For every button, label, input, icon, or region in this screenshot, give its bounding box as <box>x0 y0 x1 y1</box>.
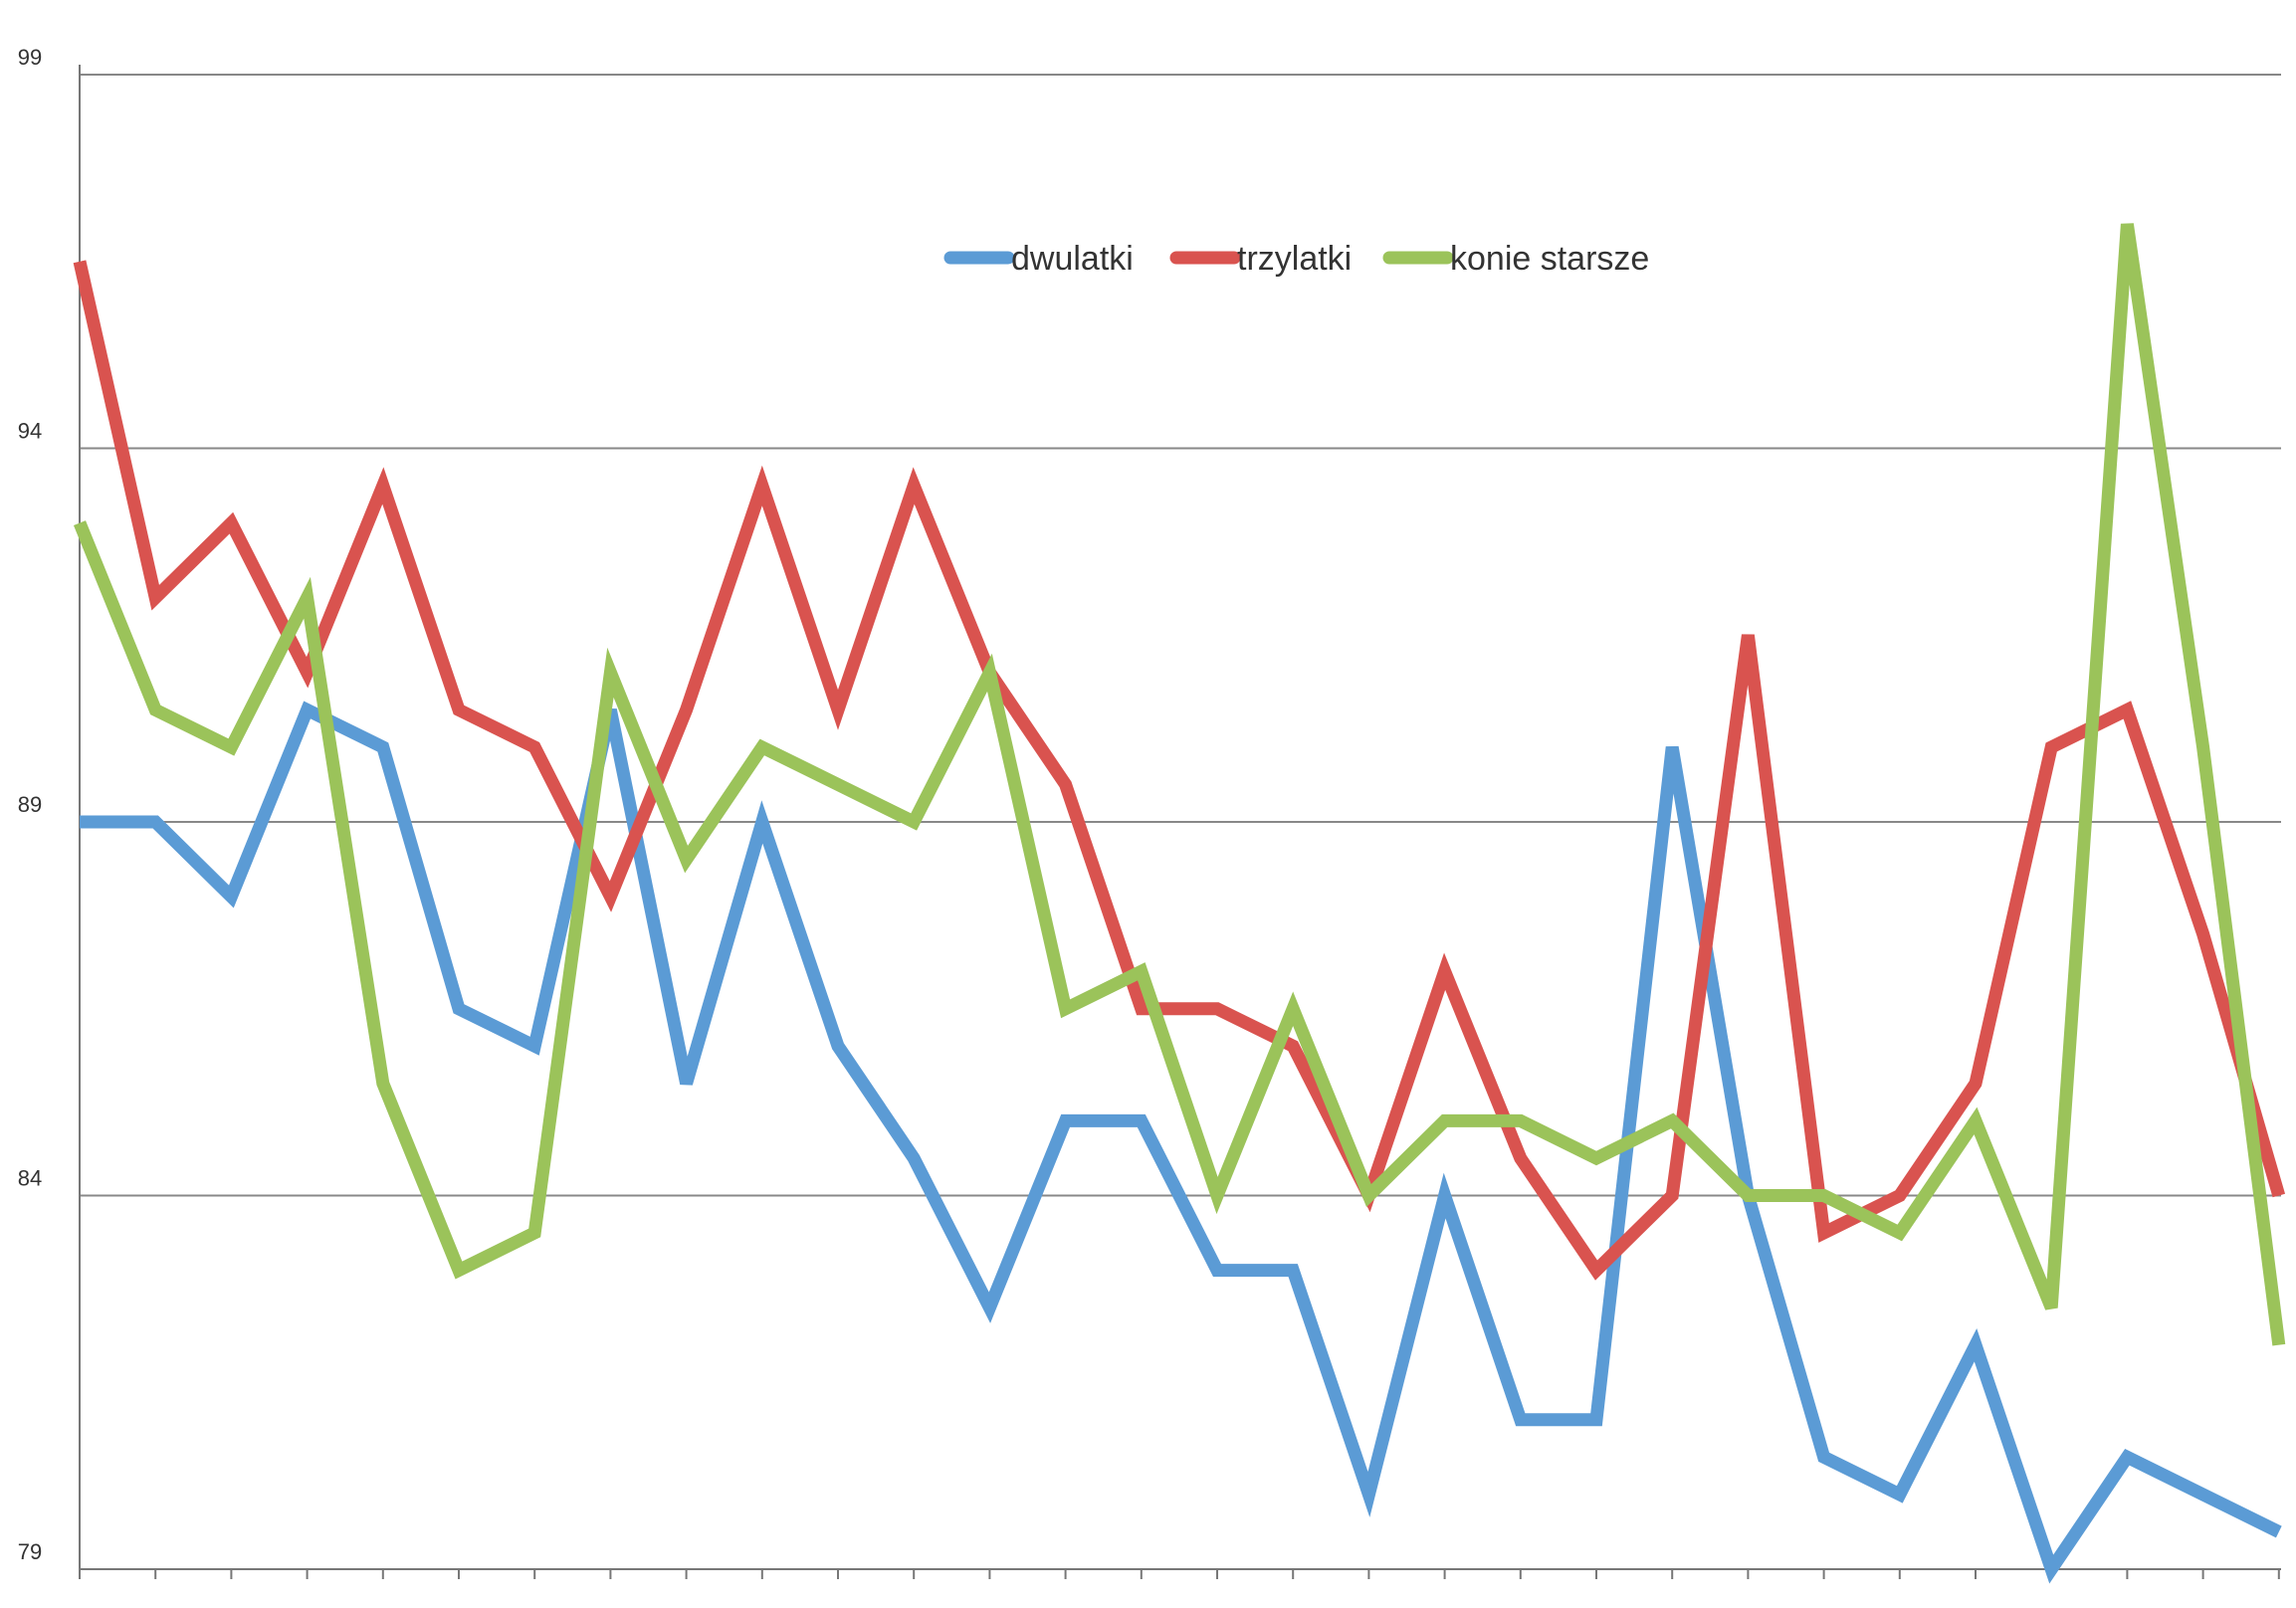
grid-lines <box>80 74 2281 1197</box>
legend-label-dwulatki: dwulatki <box>1011 240 1134 278</box>
legend-label-konie-starsze: konie starsze <box>1450 240 1649 278</box>
y-tick-label-79: 79 <box>18 1539 42 1564</box>
series-line-trzylatki <box>73 260 2286 1281</box>
y-tick-label-89: 89 <box>18 792 42 817</box>
series-lines <box>73 223 2286 1584</box>
y-tick-label-99: 99 <box>18 45 42 70</box>
y-tick-label-84: 84 <box>18 1166 42 1191</box>
y-tick-label-94: 94 <box>18 419 42 444</box>
legend: dwulatki trzylatki konie starsze <box>943 240 1649 278</box>
legend-label-trzylatki: trzylatki <box>1237 240 1352 278</box>
y-axis-tick-labels: 79 84 89 94 99 <box>18 45 42 1564</box>
series-line-dwulatki <box>80 701 2282 1584</box>
series-line-konie-starsze <box>73 223 2286 1346</box>
